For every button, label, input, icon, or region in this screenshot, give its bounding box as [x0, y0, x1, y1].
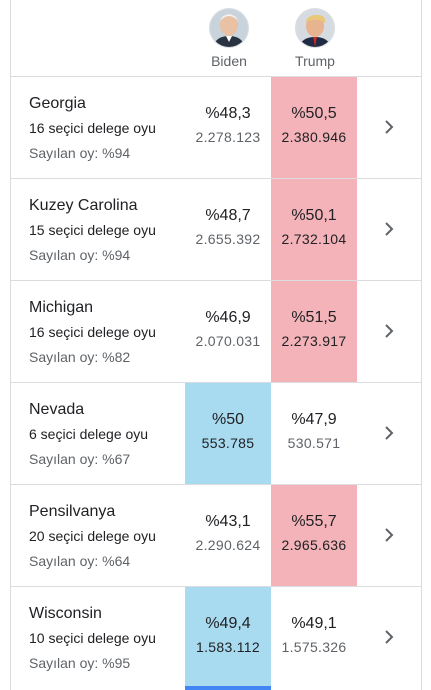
biden-result: %49,4 1.583.112 — [185, 587, 271, 688]
biden-result: %46,9 2.070.031 — [185, 281, 271, 382]
trump-votes: 2.380.946 — [281, 129, 347, 145]
biden-percent: %43,1 — [205, 513, 251, 530]
state-row-georgia[interactable]: Georgia 16 seçici delege oyu Sayılan oy:… — [11, 76, 421, 178]
biden-percent: %48,7 — [205, 207, 251, 224]
biden-result: %48,7 2.655.392 — [185, 179, 271, 280]
biden-votes: 1.583.112 — [196, 639, 260, 655]
results-panel: Biden Trump Georgia 16 seçici delege oyu… — [10, 0, 422, 690]
biden-votes: 2.070.031 — [195, 333, 261, 349]
trump-result: %50,1 2.732.104 — [271, 179, 357, 280]
state-counted: Sayılan oy: %95 — [29, 655, 131, 671]
state-name: Georgia — [29, 95, 86, 112]
trump-percent: %50,5 — [291, 105, 337, 122]
biden-votes: 2.655.392 — [195, 231, 261, 247]
trump-votes: 2.732.104 — [281, 231, 347, 247]
trump-votes: 2.965.636 — [281, 537, 347, 553]
state-row-wisconsin[interactable]: Wisconsin 10 seçici delege oyu Sayılan o… — [11, 586, 421, 688]
biden-votes: 2.278.123 — [195, 129, 261, 145]
state-counted: Sayılan oy: %82 — [29, 349, 131, 365]
candidate-biden: Biden — [184, 8, 274, 69]
trump-result: %47,9 530.571 — [271, 383, 357, 484]
candidate-name-trump: Trump — [295, 53, 335, 69]
state-delegates: 15 seçici delege oyu — [29, 222, 156, 238]
state-delegates: 20 seçici delege oyu — [29, 528, 156, 544]
candidates-header: Biden Trump — [11, 0, 421, 76]
biden-result: %48,3 2.278.123 — [185, 77, 271, 178]
state-delegates: 6 seçici delege oyu — [29, 426, 149, 442]
trump-result: %55,7 2.965.636 — [271, 485, 357, 586]
candidate-trump: Trump — [270, 8, 360, 69]
state-counted: Sayılan oy: %64 — [29, 553, 131, 569]
trump-percent: %51,5 — [291, 309, 337, 326]
chevron-right-icon[interactable] — [379, 319, 399, 343]
biden-percent: %46,9 — [205, 309, 251, 326]
state-row-nevada[interactable]: Nevada 6 seçici delege oyu Sayılan oy: %… — [11, 382, 421, 484]
biden-percent: %49,4 — [205, 615, 251, 632]
trump-votes: 530.571 — [287, 435, 341, 451]
trump-percent: %55,7 — [291, 513, 337, 530]
chevron-right-icon[interactable] — [379, 523, 399, 547]
trump-votes: 2.273.917 — [281, 333, 347, 349]
trump-result: %50,5 2.380.946 — [271, 77, 357, 178]
biden-result: %50 553.785 — [185, 383, 271, 484]
state-delegates: 10 seçici delege oyu — [29, 630, 156, 646]
state-counted: Sayılan oy: %67 — [29, 451, 131, 467]
biden-votes: 553.785 — [201, 435, 255, 451]
chevron-right-icon[interactable] — [379, 625, 399, 649]
state-name: Michigan — [29, 299, 94, 316]
chevron-right-icon[interactable] — [379, 115, 399, 139]
trump-result: %49,1 1.575.326 — [271, 587, 357, 688]
state-row-pensilvanya[interactable]: Pensilvanya 20 seçici delege oyu Sayılan… — [11, 484, 421, 586]
state-name: Nevada — [29, 401, 85, 418]
biden-avatar-icon — [209, 8, 249, 48]
trump-avatar-icon — [295, 8, 335, 48]
candidate-name-biden: Biden — [211, 53, 247, 69]
state-name: Kuzey Carolina — [29, 197, 138, 214]
trump-votes: 1.575.326 — [281, 639, 347, 655]
biden-percent: %50 — [211, 411, 245, 428]
biden-votes: 2.290.624 — [195, 537, 261, 553]
trump-percent: %47,9 — [291, 411, 337, 428]
biden-percent: %48,3 — [205, 105, 251, 122]
state-row-kuzey-carolina[interactable]: Kuzey Carolina 15 seçici delege oyu Sayı… — [11, 178, 421, 280]
trump-percent: %49,1 — [291, 615, 337, 632]
state-name: Pensilvanya — [29, 503, 116, 520]
state-counted: Sayılan oy: %94 — [29, 247, 131, 263]
trump-result: %51,5 2.273.917 — [271, 281, 357, 382]
state-row-michigan[interactable]: Michigan 16 seçici delege oyu Sayılan oy… — [11, 280, 421, 382]
state-delegates: 16 seçici delege oyu — [29, 120, 156, 136]
state-name: Wisconsin — [29, 605, 102, 622]
chevron-right-icon[interactable] — [379, 217, 399, 241]
state-counted: Sayılan oy: %94 — [29, 145, 131, 161]
state-delegates: 16 seçici delege oyu — [29, 324, 156, 340]
trump-percent: %50,1 — [291, 207, 337, 224]
next-row-biden-indicator — [185, 686, 271, 690]
chevron-right-icon[interactable] — [379, 421, 399, 445]
biden-result: %43,1 2.290.624 — [185, 485, 271, 586]
